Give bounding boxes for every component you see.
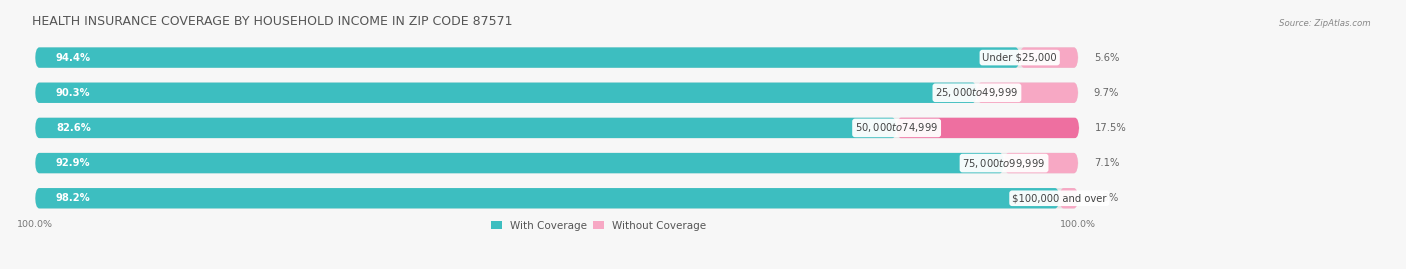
- Text: Source: ZipAtlas.com: Source: ZipAtlas.com: [1279, 19, 1371, 28]
- FancyBboxPatch shape: [35, 83, 1078, 103]
- Text: 82.6%: 82.6%: [56, 123, 91, 133]
- FancyBboxPatch shape: [35, 188, 1078, 208]
- Text: HEALTH INSURANCE COVERAGE BY HOUSEHOLD INCOME IN ZIP CODE 87571: HEALTH INSURANCE COVERAGE BY HOUSEHOLD I…: [31, 15, 512, 28]
- FancyBboxPatch shape: [1004, 153, 1078, 173]
- Text: 90.3%: 90.3%: [56, 88, 90, 98]
- FancyBboxPatch shape: [35, 118, 1078, 138]
- Text: 7.1%: 7.1%: [1094, 158, 1119, 168]
- FancyBboxPatch shape: [1019, 47, 1078, 68]
- Text: 17.5%: 17.5%: [1095, 123, 1126, 133]
- FancyBboxPatch shape: [1059, 188, 1078, 208]
- Legend: With Coverage, Without Coverage: With Coverage, Without Coverage: [491, 221, 706, 231]
- Text: 9.7%: 9.7%: [1094, 88, 1119, 98]
- FancyBboxPatch shape: [35, 118, 897, 138]
- FancyBboxPatch shape: [35, 47, 1078, 68]
- Text: Under $25,000: Under $25,000: [983, 52, 1057, 63]
- FancyBboxPatch shape: [35, 47, 1019, 68]
- Text: $50,000 to $74,999: $50,000 to $74,999: [855, 121, 938, 134]
- Text: 92.9%: 92.9%: [56, 158, 90, 168]
- FancyBboxPatch shape: [35, 188, 1059, 208]
- FancyBboxPatch shape: [897, 118, 1080, 138]
- Text: 5.6%: 5.6%: [1094, 52, 1119, 63]
- Text: $100,000 and over: $100,000 and over: [1012, 193, 1107, 203]
- FancyBboxPatch shape: [977, 83, 1078, 103]
- FancyBboxPatch shape: [35, 83, 977, 103]
- Text: 100.0%: 100.0%: [1060, 220, 1097, 229]
- Text: 94.4%: 94.4%: [56, 52, 91, 63]
- Text: $75,000 to $99,999: $75,000 to $99,999: [963, 157, 1046, 169]
- Text: 1.8%: 1.8%: [1094, 193, 1119, 203]
- FancyBboxPatch shape: [35, 153, 1078, 173]
- Text: 100.0%: 100.0%: [17, 220, 53, 229]
- FancyBboxPatch shape: [35, 153, 1004, 173]
- Text: $25,000 to $49,999: $25,000 to $49,999: [935, 86, 1018, 99]
- Text: 98.2%: 98.2%: [56, 193, 91, 203]
